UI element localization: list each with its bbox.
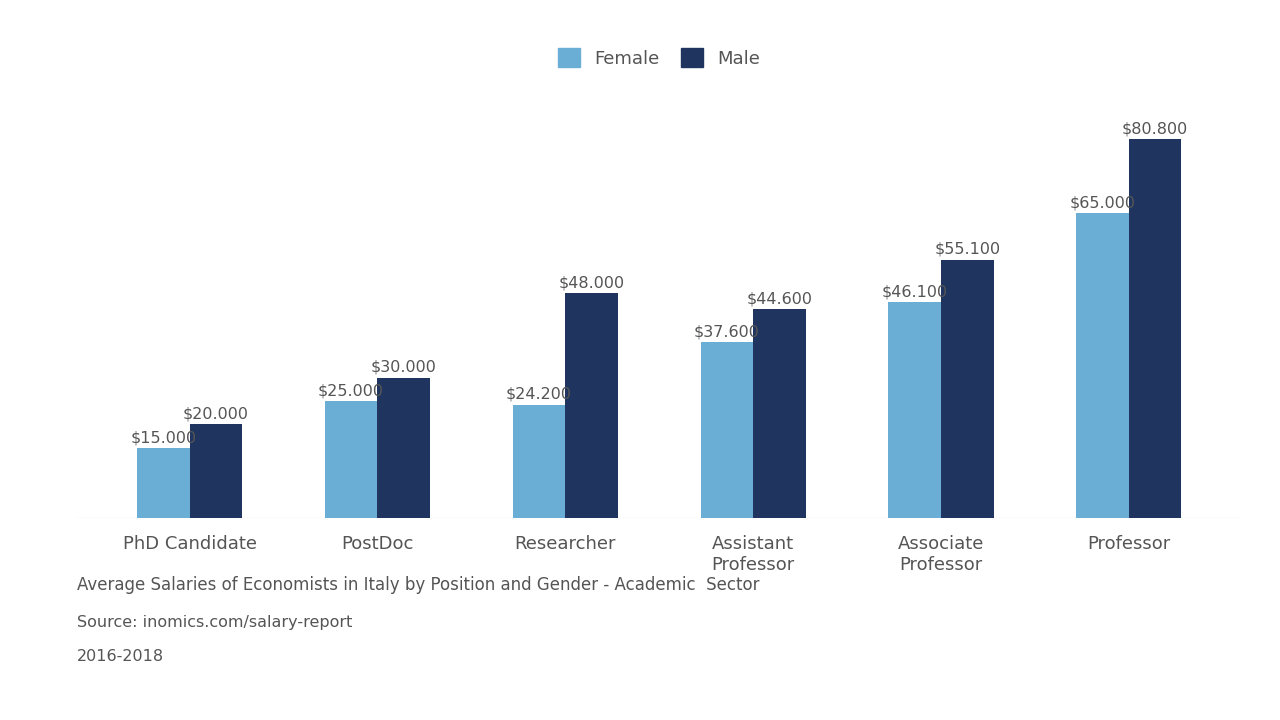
Text: $65.000: $65.000 [1070,195,1135,210]
Text: $80.800: $80.800 [1123,121,1188,136]
Text: Source: inomics.com/salary-report: Source: inomics.com/salary-report [77,615,352,630]
Bar [941,260,993,518]
Bar [1076,213,1129,518]
Bar [189,425,242,518]
Bar [1129,139,1181,518]
Bar [378,377,430,518]
Bar [566,293,618,518]
Text: $25.000: $25.000 [319,383,384,398]
Text: $24.200: $24.200 [506,387,572,402]
Text: $20.000: $20.000 [183,407,248,422]
Bar [325,401,378,518]
Legend: Female, Male: Female, Male [549,40,769,76]
Text: $30.000: $30.000 [371,360,436,374]
Text: 2016-2018: 2016-2018 [77,649,164,664]
Bar [753,309,805,518]
Text: $55.100: $55.100 [934,242,1001,257]
Text: $46.100: $46.100 [882,284,947,299]
Text: $44.600: $44.600 [746,291,813,306]
Text: $37.600: $37.600 [694,324,760,339]
Text: Average Salaries of Economists in Italy by Position and Gender - Academic  Secto: Average Salaries of Economists in Italy … [77,576,759,594]
Bar [513,405,566,518]
Bar [888,302,941,518]
Bar [137,448,189,518]
Text: $15.000: $15.000 [131,430,196,445]
Bar [700,342,753,518]
Text: $48.000: $48.000 [558,275,625,290]
